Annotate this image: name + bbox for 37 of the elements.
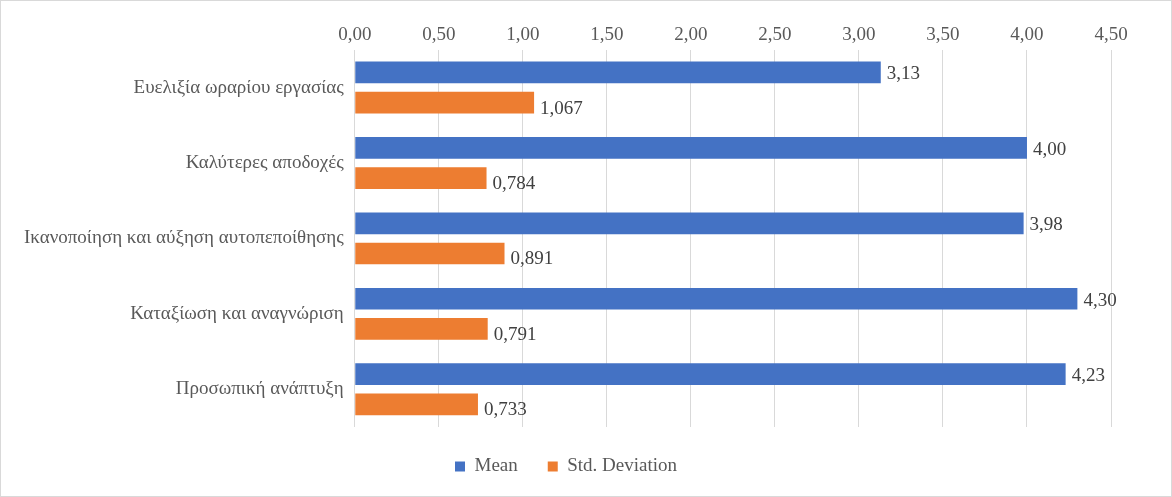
bar [355,212,1024,235]
y-tick-label: Ικανοποίηση και αύξηση αυτοπεποίθησης [24,226,345,248]
x-tick-label: 2,00 [674,23,708,45]
bar [355,137,1027,159]
data-label: 0,733 [483,398,527,420]
bar [355,167,487,189]
x-tick-label: 1,50 [590,23,624,45]
x-tick-label: 4,00 [1010,23,1044,45]
bar [355,61,881,84]
bar [355,318,488,340]
data-label: 4,00 [1032,137,1067,159]
bar [355,393,478,416]
y-tick-label: Προσωπική ανάπτυξη [175,377,344,399]
data-label: 1,067 [540,96,583,118]
bar [355,363,1066,386]
data-label: 3,13 [886,62,921,84]
data-label: 0,784 [492,172,536,194]
x-tick-label: 3,50 [926,23,960,45]
y-tick-label: Καλύτερες αποδοχές [185,150,345,172]
x-tick-label: 0,50 [422,23,456,45]
data-label: 3,98 [1029,213,1063,235]
data-label: 0,891 [510,247,554,269]
bar [355,242,505,265]
x-tick-label: 4,50 [1094,23,1128,45]
data-label: 4,30 [1083,288,1117,310]
x-tick-label: 1,00 [506,23,540,45]
bar [355,287,1078,310]
x-tick-label: 0,00 [338,23,372,45]
bar [355,91,535,114]
legend-label: Std. Deviation [567,454,678,476]
legend-label: Mean [474,454,519,476]
data-label: 4,23 [1071,364,1105,386]
x-tick-label: 2,50 [758,23,792,45]
y-tick-label: Ευελιξία ωραρίου εργασίας [133,75,345,97]
data-label: 0,791 [493,322,537,344]
y-tick-label: Καταξίωση και αναγνώριση [130,301,344,323]
x-tick-label: 3,00 [842,23,876,45]
